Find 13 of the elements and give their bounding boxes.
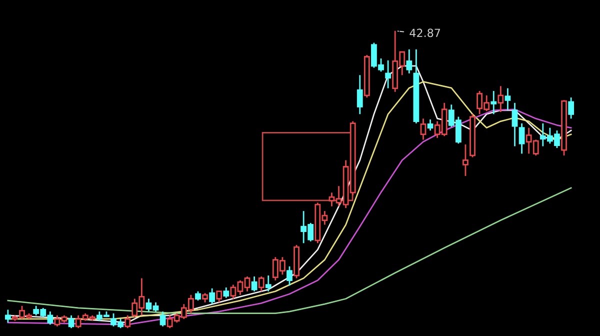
candlestick <box>4 309 11 324</box>
annotation: 42.87 <box>410 28 440 38</box>
candlestick <box>251 276 258 292</box>
candlestick <box>512 102 518 147</box>
candlestick <box>462 144 468 177</box>
candlestick <box>504 88 511 111</box>
candlestick <box>356 74 363 115</box>
candlestick <box>498 85 504 113</box>
candlestick <box>490 90 497 115</box>
candlestick <box>265 274 272 292</box>
candlestick <box>385 60 391 89</box>
candlestick <box>420 118 426 140</box>
candlestick <box>406 48 412 74</box>
